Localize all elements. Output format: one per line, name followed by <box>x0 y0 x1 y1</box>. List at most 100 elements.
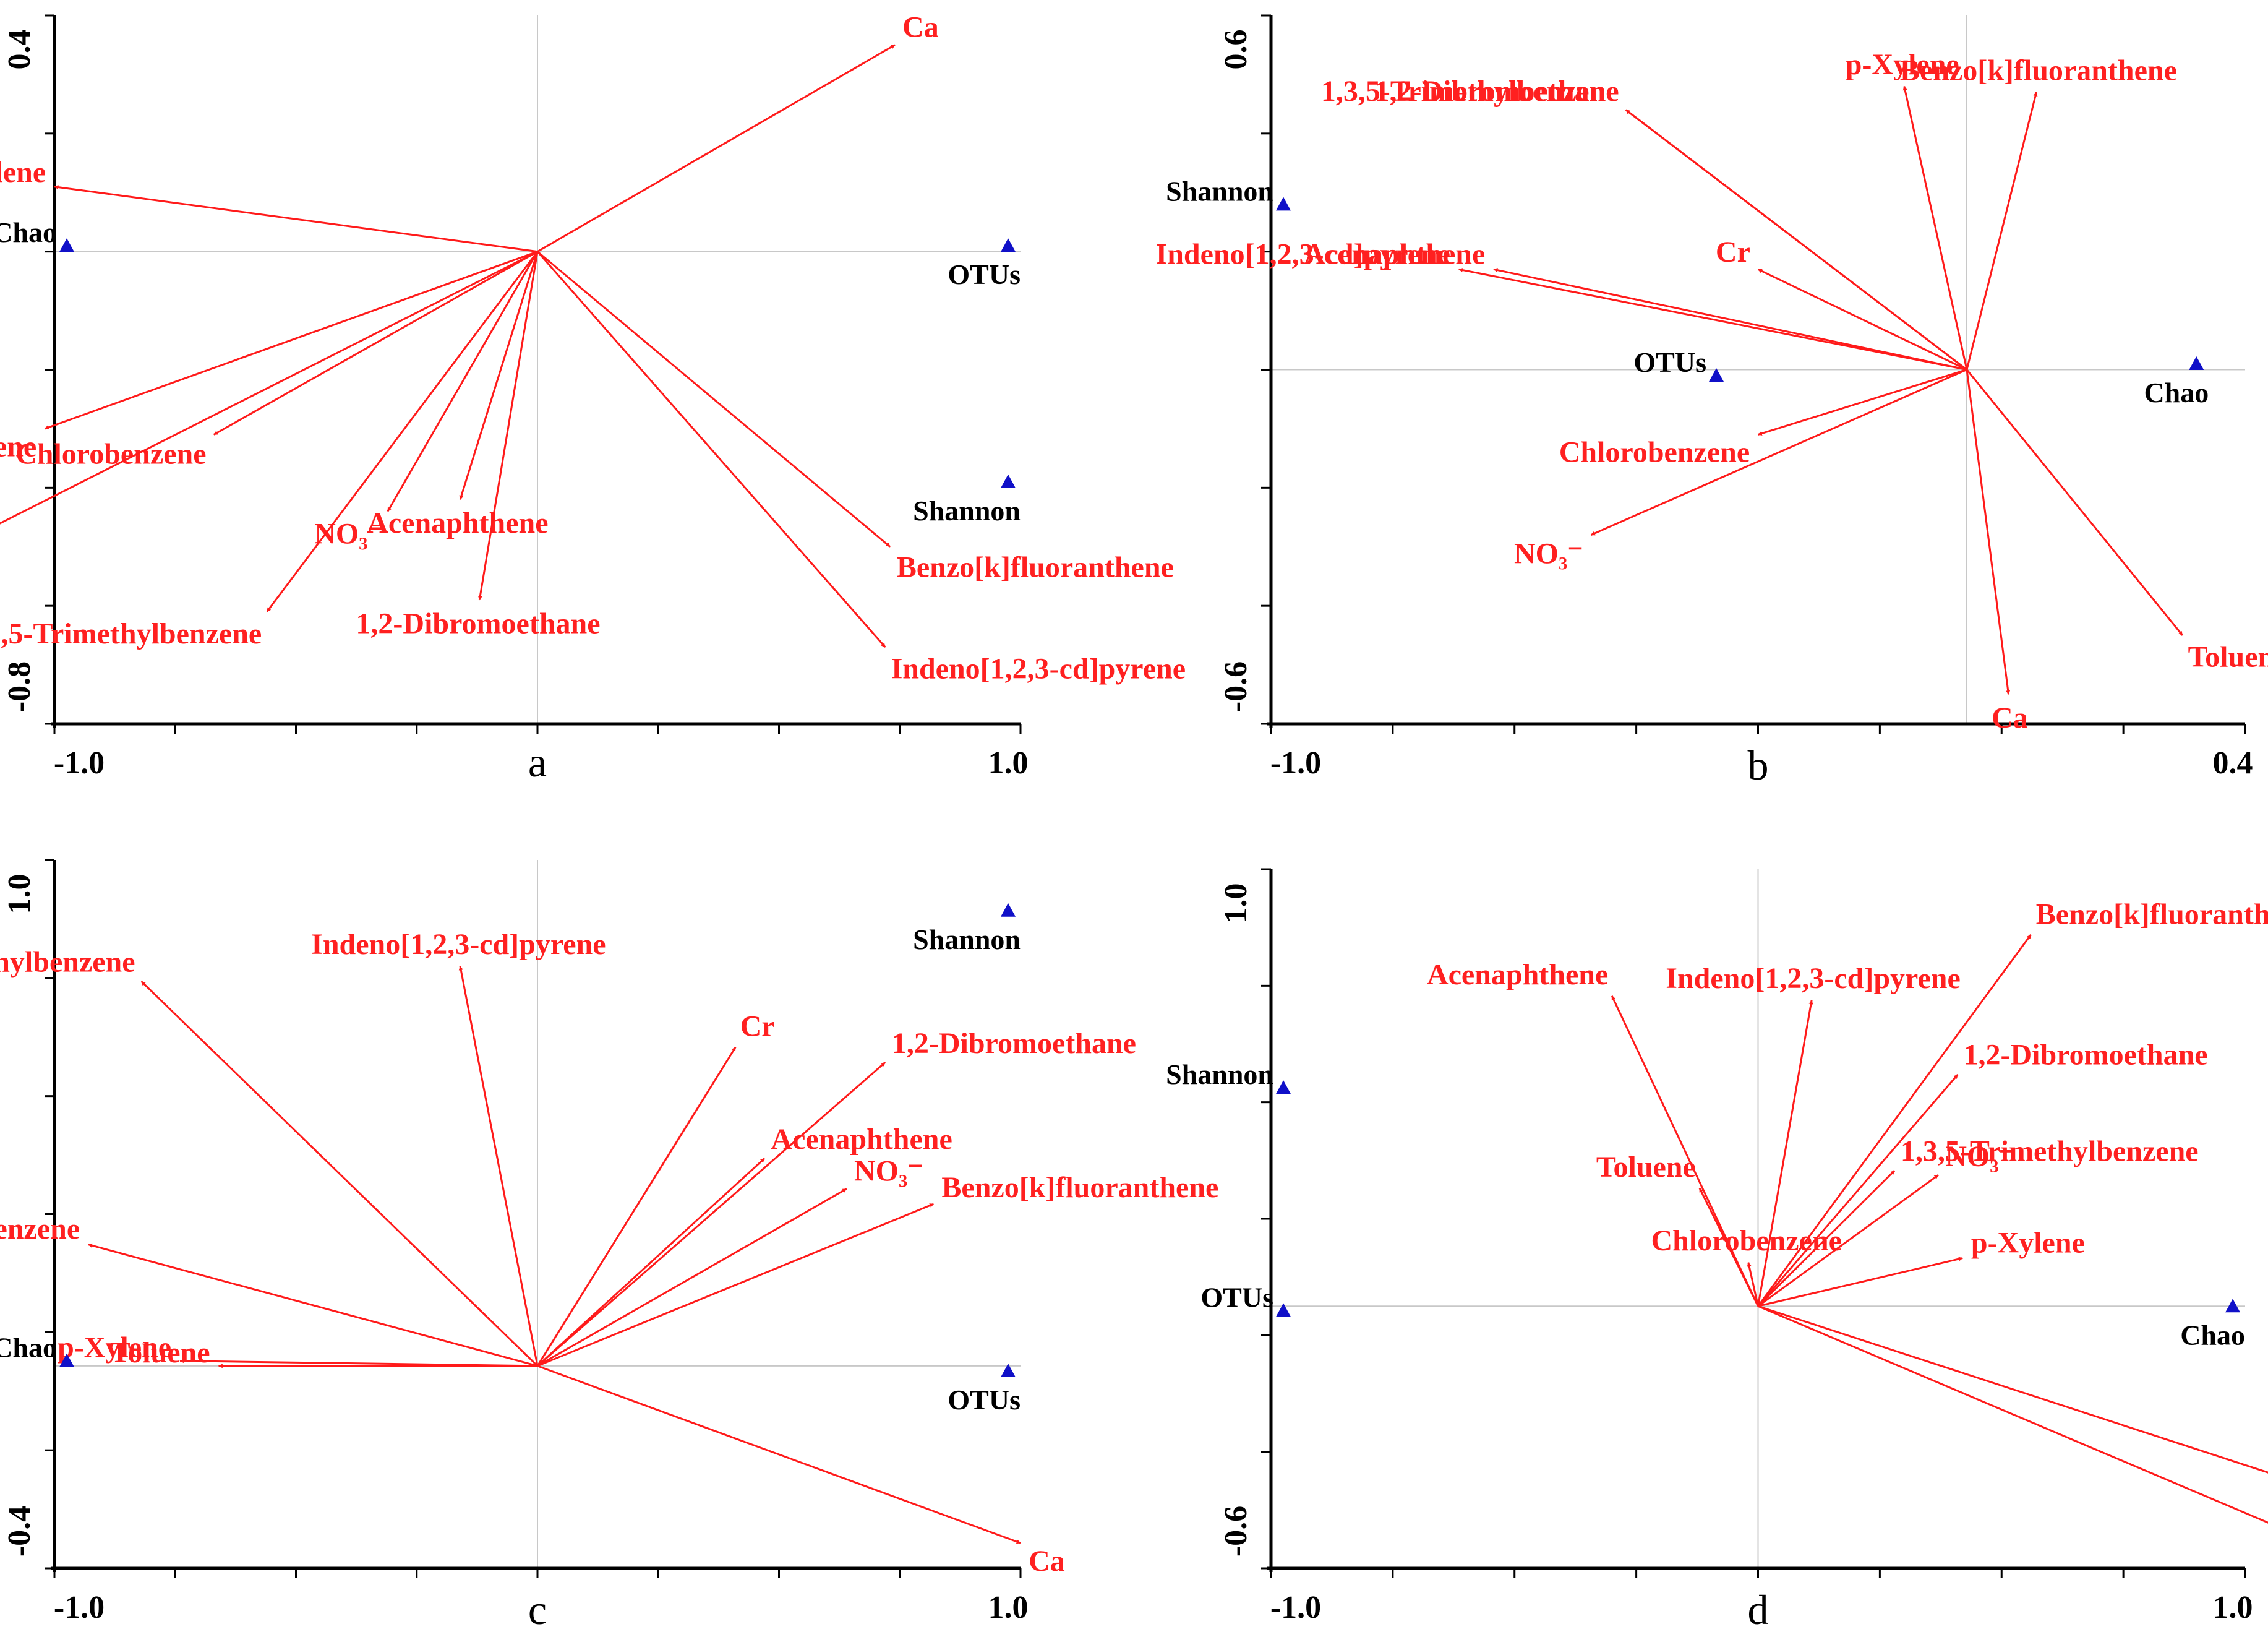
vector-1-2-dibromoethane <box>1625 109 1967 371</box>
point-chao <box>2225 1299 2240 1313</box>
vector-label: 1,3,5-Trimethylbenzene <box>1901 1135 2199 1167</box>
point-otus <box>1276 1303 1291 1317</box>
y-tick-label-min: -0.4 <box>2 1506 37 1557</box>
vector-label: p-Xylene <box>58 1331 171 1364</box>
point-label: Chao <box>0 1332 57 1364</box>
y-tick-label-min: -0.6 <box>1218 1506 1254 1557</box>
point-otus <box>1001 238 1016 252</box>
vector-label: Chlorobenzene <box>15 437 206 470</box>
vector-label: Ca <box>902 11 939 44</box>
vector-ca <box>1966 369 2011 695</box>
vector-toluene <box>1966 369 2183 636</box>
vector-chlorobenzene <box>1757 369 1967 436</box>
vector-label: p-Xylene <box>0 156 46 189</box>
x-tick-label-min: -1.0 <box>54 1590 105 1625</box>
vector-indeno-1-2-3-cd-pyrene <box>536 251 886 648</box>
x-tick-label-max: 0.4 <box>2213 745 2253 781</box>
vector-label: p-Xylene <box>1846 48 1959 81</box>
vector-chlorobenzene <box>87 1243 538 1367</box>
vector-label: 1,3,5-Trimethylbenzene <box>1321 75 1619 108</box>
vector-label: Indeno[1,2,3-cd]pyrene <box>1666 962 1960 995</box>
panel-letter: b <box>1748 742 1769 789</box>
vector-label: Chlorobenzene <box>0 1213 80 1245</box>
panel-letter: d <box>1748 1586 1769 1633</box>
vector-label: Indeno[1,2,3-cd]pyrene <box>1156 238 1450 271</box>
vector-label: Indeno[1,2,3-cd]pyrene <box>891 652 1186 685</box>
vector-label: Toluene <box>1596 1151 1696 1184</box>
vector-1-2-dibromoethane <box>1757 1073 1959 1307</box>
vector-toluene <box>44 251 538 430</box>
vector-label: Acenaphthene <box>1304 238 1485 270</box>
point-label: Shannon <box>1166 175 1273 207</box>
vector-indeno-1-2-3-cd-pyrene <box>1757 1000 1813 1307</box>
x-tick-label-min: -1.0 <box>54 745 105 781</box>
point-shannon <box>1001 474 1016 488</box>
vector-label: Acenaphthene <box>367 507 548 539</box>
vector-chlorobenzene <box>1747 1261 1759 1307</box>
vector-label: 1,3,5-Trimethylbenzene <box>0 617 262 650</box>
point-chao <box>59 1353 74 1367</box>
point-label: OTUs <box>948 259 1021 290</box>
vector-1-3-5-trimethylbenzene <box>266 251 539 612</box>
vector-ca <box>537 1365 1021 1544</box>
vector-label: p-Xylene <box>1971 1226 2085 1259</box>
vector-acenaphthene <box>1493 268 1967 371</box>
vector-label: 1,2-Dibromoethane <box>1964 1038 2208 1071</box>
vector-label: Benzo[k]fluoranthene <box>1900 54 2177 87</box>
point-chao <box>59 238 74 252</box>
vector-label: Toluene <box>111 1336 210 1369</box>
vector-label: 1,3,5-Trimethylbenzene <box>0 946 135 979</box>
y-tick-label-min: -0.6 <box>1218 661 1254 712</box>
vector-cr <box>1757 1305 2268 1524</box>
panel-c: -1.0 1.0 1.0 -0.4 c 1,3,5-Trimethylbenzene Ind… <box>0 859 1218 1633</box>
vector-label: 1,2-Dibromoethane <box>892 1027 1136 1060</box>
vector-p-xylene <box>54 185 538 253</box>
x-tick-label-max: 1.0 <box>988 1590 1029 1625</box>
vector-ca <box>537 44 896 252</box>
vector-1-2-dibromoethane <box>537 1062 886 1367</box>
vector-label: NO₃⁻ <box>854 1155 923 1188</box>
point-shannon <box>1276 1080 1291 1094</box>
vector-acenaphthene <box>536 1158 766 1367</box>
vector-cr <box>0 251 538 525</box>
vector-benzo-k-fluoranthene <box>1966 92 2038 370</box>
vector-label: NO₃⁻ <box>1945 1140 2014 1173</box>
point-label: Shannon <box>913 924 1021 955</box>
point-label: Chao <box>2144 377 2209 408</box>
panel-b: -1.0 0.4 0.6 -0.6 b 1,3,5-Trimethylbenzene Ben… <box>1156 14 2268 789</box>
vector-acenaphthene <box>459 251 539 501</box>
vector-label: Chlorobenzene <box>1651 1224 1841 1257</box>
y-tick-label-max: 1.0 <box>2 874 37 914</box>
vector-label: Acenaphthene <box>771 1123 952 1156</box>
y-tick-label-max: 0.4 <box>2 30 37 70</box>
point-label: OTUs <box>948 1384 1021 1416</box>
vector-label: Acenaphthene <box>1427 958 1608 991</box>
vector-label: Toluene <box>0 431 36 463</box>
vector-chlorobenzene <box>213 251 538 436</box>
vector-ca <box>1758 1305 2268 1474</box>
vector-label: 1,2-Dibromoethane <box>356 607 600 640</box>
point-label: Shannon <box>913 495 1021 526</box>
y-tick-label-max: 0.6 <box>1218 30 1254 70</box>
panel-a: -1.0 1.0 0.4 -0.8 a Ca p-Xylene TolueneChlorobe… <box>0 11 1186 786</box>
point-otus <box>1709 368 1724 382</box>
vector-label: Ca <box>1992 702 2028 734</box>
vector-benzo-k-fluoranthene <box>1757 934 2032 1307</box>
x-tick-label-min: -1.0 <box>1270 1590 1321 1625</box>
vector-label: Benzo[k]fluoranthene <box>2036 898 2268 931</box>
point-otus <box>1001 1364 1016 1378</box>
x-tick-label-min: -1.0 <box>1270 745 1321 781</box>
vector-label: NO₃⁻ <box>1514 537 1583 570</box>
vector-label: Toluene <box>2188 641 2268 674</box>
vector-label: 1,2-Dibromoethane <box>1375 75 1619 108</box>
y-tick-label-max: 1.0 <box>1218 883 1254 924</box>
point-shannon <box>1001 903 1016 917</box>
vector-cr <box>1757 268 1967 371</box>
panel-letter: a <box>528 739 547 786</box>
point-label: Chao <box>0 217 57 248</box>
vector-label: Ca <box>1029 1545 1065 1578</box>
vector-toluene <box>1698 1187 1759 1307</box>
vector-1-3-5-trimethylbenzene <box>1757 1170 1896 1307</box>
point-chao <box>2189 356 2204 370</box>
x-tick-label-max: 1.0 <box>2213 1590 2253 1625</box>
